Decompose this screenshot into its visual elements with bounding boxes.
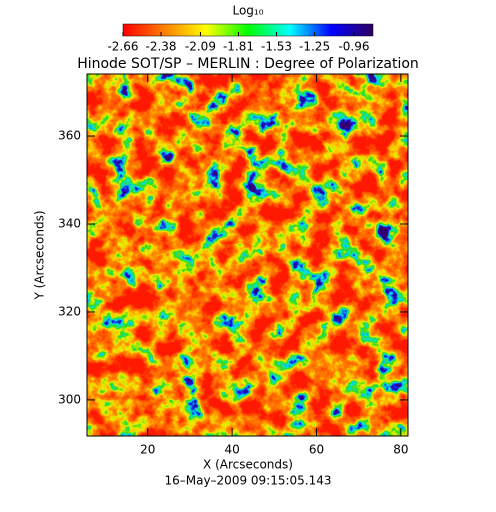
footer-date: 16–May–2009 09:15:05.143 <box>164 474 331 488</box>
y-tick-label: 320 <box>58 304 81 318</box>
colorbar-tick-label: -1.25 <box>299 40 330 54</box>
y-tick-label: 360 <box>58 129 81 143</box>
x-tick-label: 60 <box>309 443 324 457</box>
colorbar-tick-label: -0.96 <box>338 40 369 54</box>
colorbar-tick-label: -1.81 <box>223 40 254 54</box>
colorbar-tick-label: -2.09 <box>185 40 216 54</box>
x-tick-label: 20 <box>140 443 155 457</box>
colorbar-label: Log₁₀ <box>232 4 263 18</box>
y-tick-label: 340 <box>58 216 81 230</box>
x-tick-label: 40 <box>224 443 239 457</box>
colorbar-tick-label: -2.66 <box>107 40 138 54</box>
polarization-map <box>87 74 408 436</box>
x-axis-label: X (Arcseconds) <box>203 458 293 472</box>
plot-frame <box>86 73 409 437</box>
x-tick-label: 80 <box>393 443 408 457</box>
y-tick-label: 300 <box>58 392 81 406</box>
colorbar-tick-label: -1.53 <box>261 40 292 54</box>
colorbar <box>122 23 374 37</box>
y-axis-label: Y (Arcseconds) <box>33 210 47 300</box>
colorbar-tick-label: -2.38 <box>146 40 177 54</box>
chart-title: Hinode SOT/SP – MERLIN : Degree of Polar… <box>77 56 419 72</box>
map-layer <box>87 74 408 436</box>
